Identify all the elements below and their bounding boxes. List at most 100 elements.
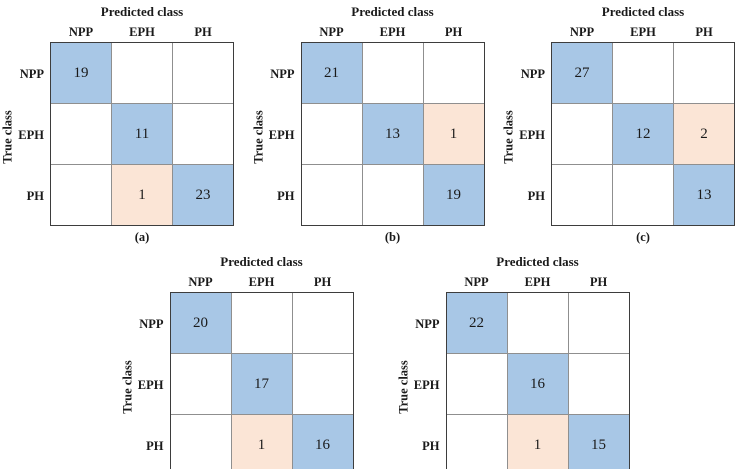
col-header: EPH — [630, 24, 656, 39]
matrix-grid: 22 16 1 15 — [445, 292, 630, 469]
matrix-cell — [362, 43, 423, 103]
true-class-label: True class — [0, 110, 15, 164]
column-headers: NPP EPH PH — [552, 22, 735, 42]
row-label: EPH — [18, 128, 44, 142]
matrix-cell — [173, 104, 233, 164]
matrix-cell: 1 — [507, 415, 568, 469]
predicted-class-label: Predicted class — [496, 254, 579, 269]
matrix-cell — [446, 415, 507, 469]
matrix-cell — [446, 354, 507, 414]
row-labels: NPP EPH PH — [412, 294, 446, 469]
matrix-cell: 16 — [292, 415, 353, 469]
confusion-matrix-c: True class NPP EPH PH Predicted class NPP E… — [501, 2, 735, 248]
subfigure-caption: (c) — [636, 229, 650, 244]
true-class-label: True class — [501, 110, 516, 164]
matrix-cell: 13 — [674, 165, 734, 225]
row-label: PH — [277, 189, 295, 203]
row-label: PH — [422, 439, 440, 453]
col-header: EPH — [129, 24, 155, 39]
row-labels: NPP EPH PH — [16, 44, 50, 248]
col-header: NPP — [68, 24, 94, 39]
matrix-cell — [112, 43, 172, 103]
matrix-cell: 21 — [301, 43, 362, 103]
col-header: NPP — [188, 274, 213, 289]
matrix-cell — [301, 104, 362, 164]
matrix-cell: 1 — [231, 415, 292, 469]
row-label: PH — [26, 189, 44, 203]
matrix-cell: 17 — [231, 354, 292, 414]
row-label: EPH — [137, 378, 164, 392]
row-label: PH — [146, 439, 164, 453]
row-label: NPP — [270, 67, 295, 81]
col-header: PH — [313, 274, 332, 289]
matrix-cell — [173, 43, 233, 103]
matrix-cell — [568, 293, 629, 353]
matrix-grid: 27 12 2 13 — [551, 42, 735, 226]
matrix-cell — [170, 354, 231, 414]
col-header: NPP — [569, 24, 595, 39]
true-class-label: True class — [251, 110, 265, 164]
matrix-cell — [674, 43, 734, 103]
matrix-cell: 20 — [170, 293, 231, 353]
matrix-cell: 12 — [613, 104, 673, 164]
predicted-class-label: Predicted class — [351, 4, 434, 19]
matrix-cell: 19 — [51, 43, 111, 103]
column-headers: NPP EPH PH — [446, 272, 629, 292]
matrix-cell — [231, 293, 292, 353]
col-header: EPH — [248, 274, 275, 289]
matrix-cell — [613, 165, 673, 225]
col-header: EPH — [379, 24, 406, 39]
matrix-grid: 20 17 1 16 — [169, 292, 354, 469]
matrix-cell — [292, 293, 353, 353]
row-labels: NPP EPH PH — [517, 44, 551, 248]
matrix-cell — [170, 415, 231, 469]
top-row: True class NPP EPH PH Predicted class NPP E… — [0, 2, 735, 248]
predicted-class-label: Predicted class — [100, 4, 184, 19]
row-label: NPP — [520, 67, 545, 81]
subfigure-caption: (a) — [134, 229, 150, 244]
matrix-cell — [292, 354, 353, 414]
row-label: EPH — [519, 128, 545, 142]
predicted-class-label: Predicted class — [220, 254, 303, 269]
bottom-row: True class NPP EPH PH Predicted class NPP E… — [0, 252, 749, 469]
col-header: PH — [444, 24, 463, 39]
matrix-grid: 19 11 1 23 — [50, 42, 234, 226]
col-header: NPP — [464, 274, 489, 289]
col-header: NPP — [319, 24, 344, 39]
matrix-cell — [51, 165, 111, 225]
matrix-cell: 16 — [507, 354, 568, 414]
column-headers: NPP EPH PH — [170, 272, 353, 292]
matrix-cell: 11 — [112, 104, 172, 164]
matrix-cell: 19 — [423, 165, 484, 225]
row-label: NPP — [19, 67, 44, 81]
matrix-cell — [51, 104, 111, 164]
true-class-label: True class — [120, 360, 134, 414]
row-labels: NPP EPH PH — [267, 44, 301, 248]
row-labels: NPP EPH PH — [136, 294, 170, 469]
subfigure-caption: (b) — [384, 229, 401, 244]
confusion-matrix-d: True class NPP EPH PH Predicted class NPP E… — [120, 252, 354, 469]
matrix-cell — [568, 354, 629, 414]
matrix-cell: 23 — [173, 165, 233, 225]
row-label: NPP — [415, 317, 440, 331]
row-label: EPH — [268, 128, 295, 142]
matrix-cell: 1 — [423, 104, 484, 164]
matrix-cell: 15 — [568, 415, 629, 469]
column-headers: NPP EPH PH — [51, 22, 234, 42]
matrix-cell: 2 — [674, 104, 734, 164]
matrix-cell — [507, 293, 568, 353]
matrix-cell — [301, 165, 362, 225]
matrix-cell — [552, 104, 612, 164]
column-headers: NPP EPH PH — [301, 22, 484, 42]
matrix-cell: 22 — [446, 293, 507, 353]
confusion-matrix-e: True class NPP EPH PH Predicted class NPP E… — [396, 252, 630, 469]
matrix-grid: 21 13 1 19 — [300, 42, 485, 226]
true-class-label: True class — [396, 360, 410, 414]
matrix-cell — [362, 165, 423, 225]
predicted-class-label: Predicted class — [601, 4, 685, 19]
confusion-matrix-b: True class NPP EPH PH Predicted class NPP E… — [251, 2, 485, 248]
col-header: EPH — [524, 274, 551, 289]
matrix-cell — [552, 165, 612, 225]
row-label: NPP — [139, 317, 164, 331]
